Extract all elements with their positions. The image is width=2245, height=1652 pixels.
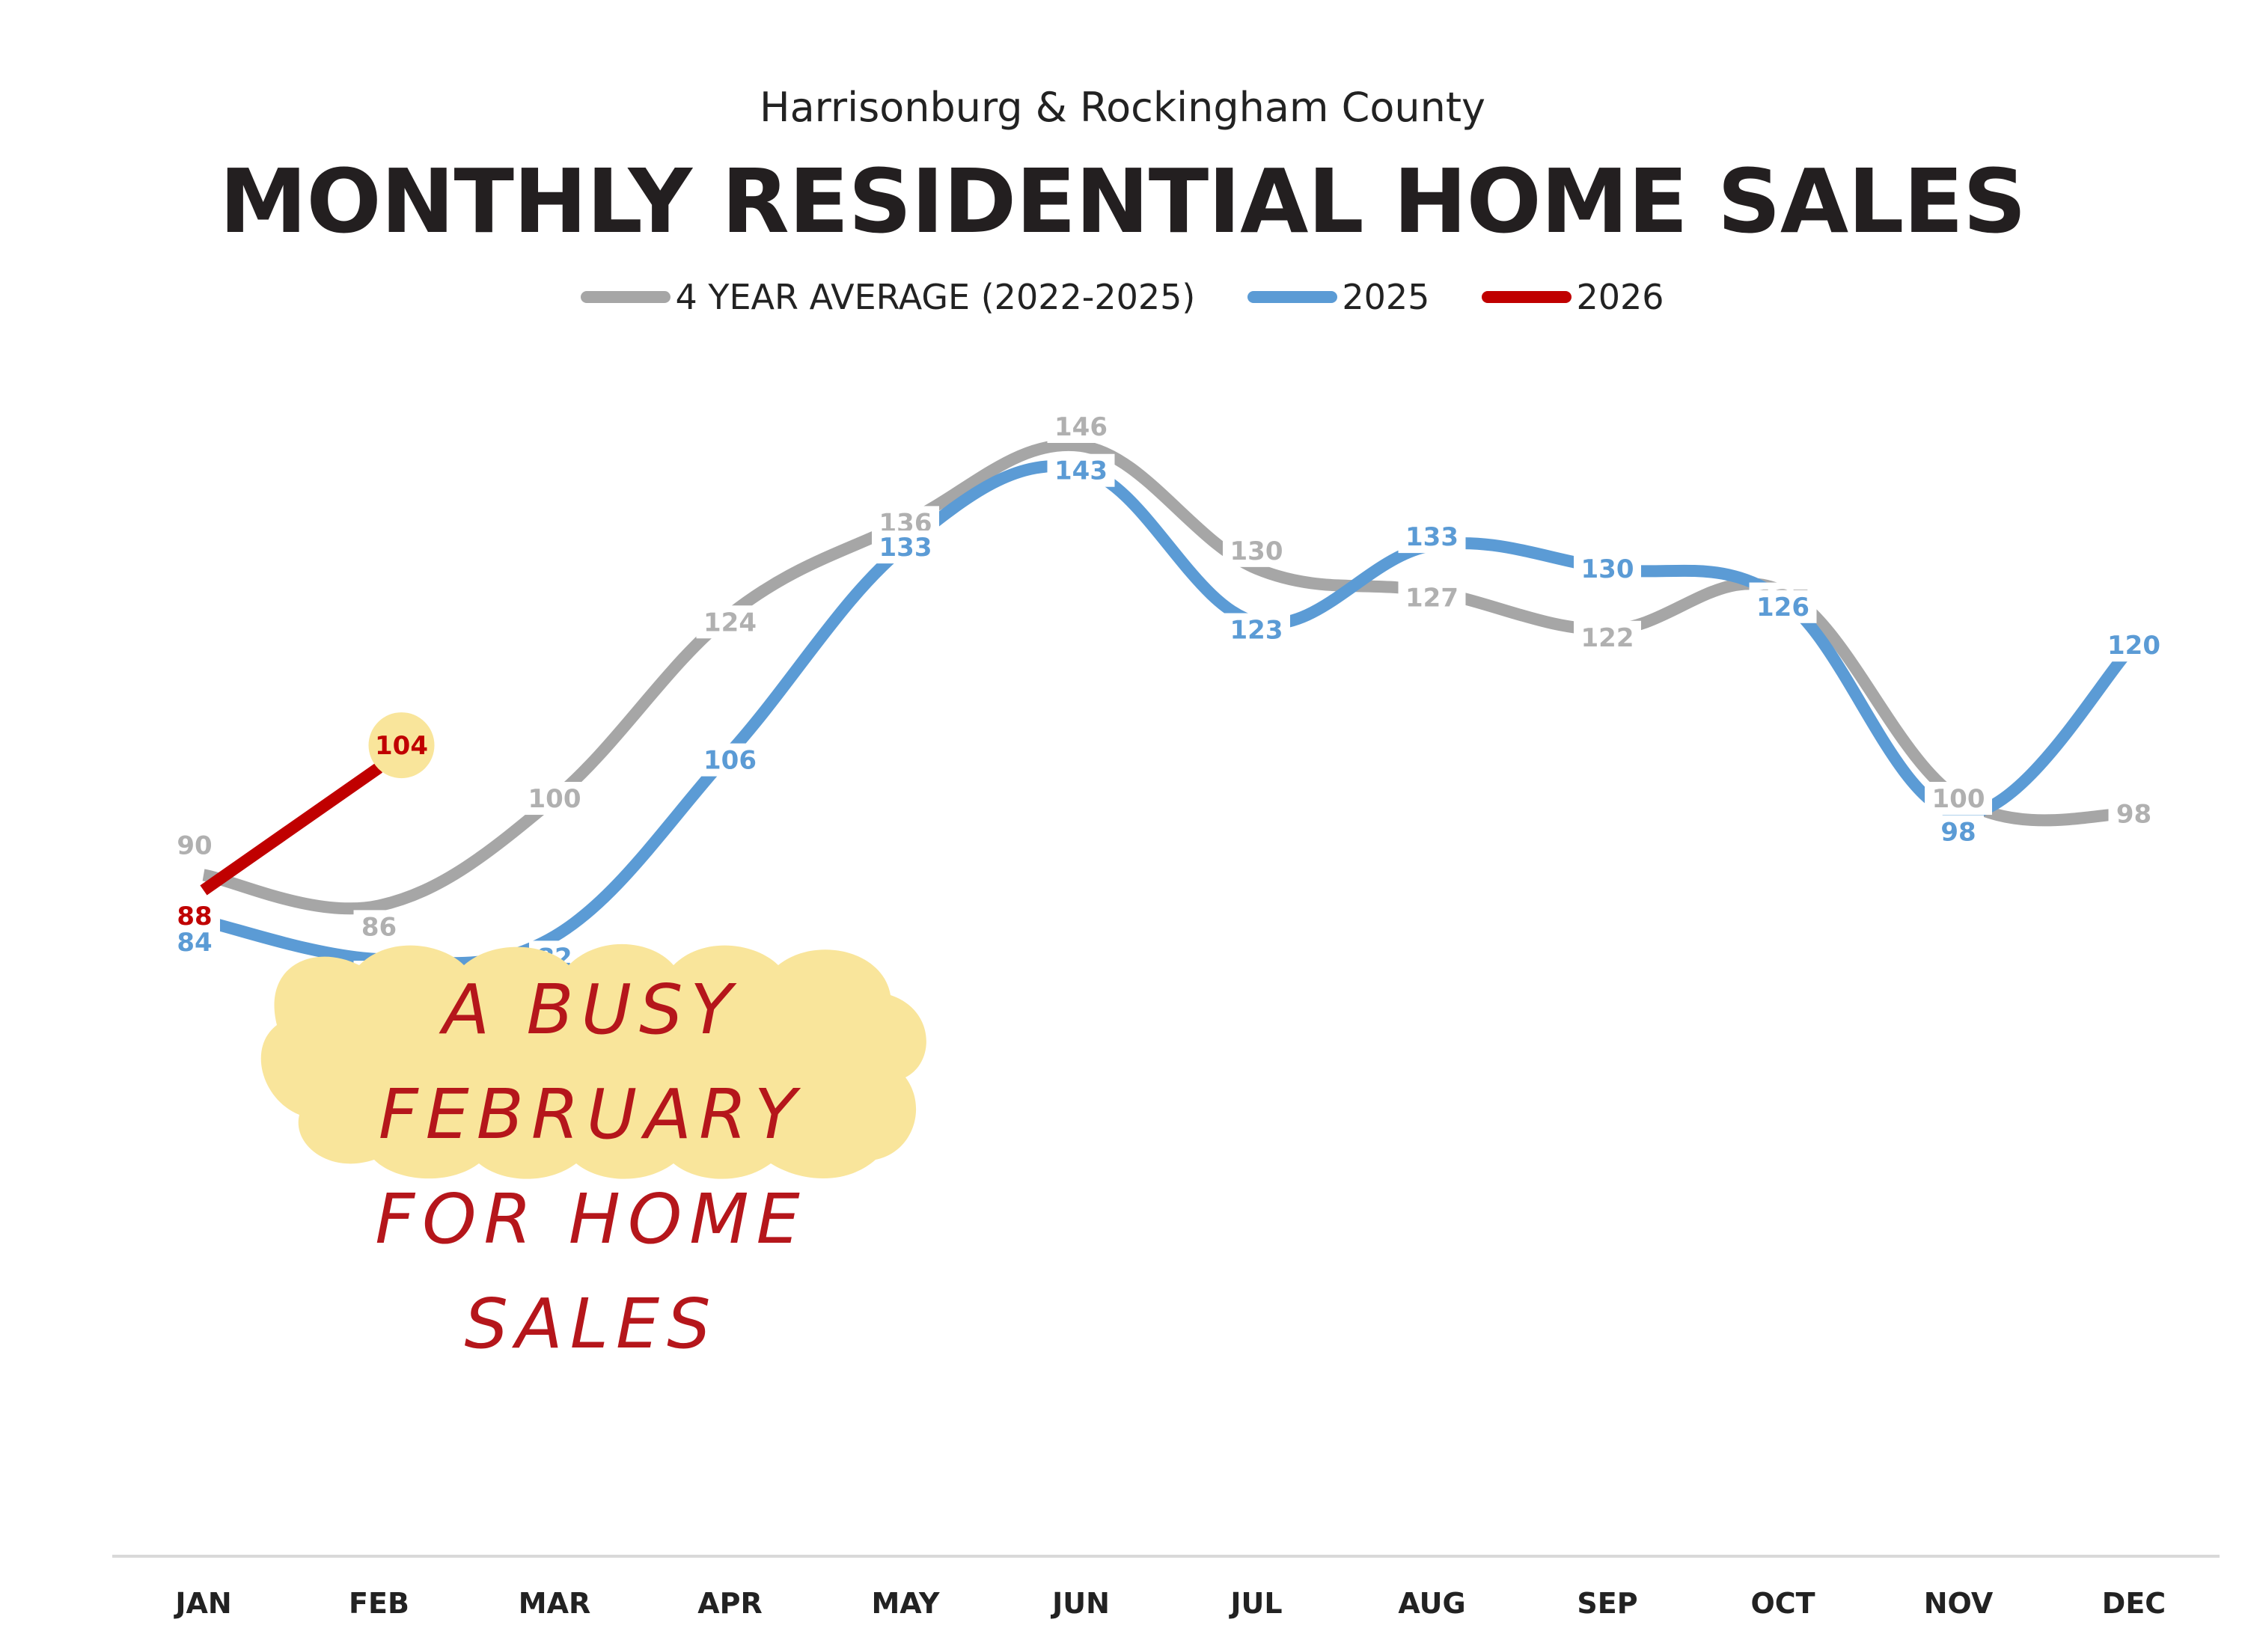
data-label: 143 — [1054, 456, 1108, 486]
annotation-line-2: FOR HOME SALES — [375, 1179, 807, 1364]
legend-item-average: 4 YEAR AVERAGE (2022-2025) — [581, 277, 1195, 317]
data-label: 146 — [1054, 412, 1108, 442]
data-label: 88 — [177, 902, 212, 931]
data-label-bg — [1574, 551, 1641, 585]
data-label-bg — [2100, 628, 2168, 662]
data-label-bg — [1925, 782, 1992, 816]
data-label-bg — [2108, 797, 2160, 830]
data-label-bg — [169, 899, 220, 932]
legend-swatch-average — [581, 291, 671, 303]
annotation-text: A BUSY FEBRUARY FOR HOME SALES — [247, 958, 935, 1377]
chart-legend: 4 YEAR AVERAGE (2022-2025) 2025 2026 — [0, 277, 2245, 317]
data-label-bg — [1047, 453, 1115, 487]
x-axis-label-aug: AUG — [1398, 1587, 1465, 1620]
data-label-bg — [696, 743, 764, 777]
annotation-callout: A BUSY FEBRUARY FOR HOME SALES — [247, 935, 935, 1364]
data-label: 98 — [1940, 818, 1976, 848]
data-label-bg — [1223, 613, 1290, 646]
data-label-bg — [353, 910, 405, 943]
x-axis-label-apr: APR — [697, 1587, 763, 1620]
data-label: 84 — [177, 928, 212, 958]
legend-item-2026: 2026 — [1482, 277, 1664, 317]
data-label-bg — [872, 530, 939, 564]
series-line-2026 — [200, 762, 383, 896]
series-layer — [200, 438, 2139, 970]
data-label: 106 — [703, 746, 757, 776]
legend-label-2025: 2025 — [1342, 277, 1430, 317]
data-label: 100 — [528, 784, 581, 814]
x-axis-label-oct: OCT — [1750, 1587, 1815, 1620]
x-axis-label-may: MAY — [871, 1587, 940, 1620]
data-label-bg — [521, 782, 588, 816]
data-label: 133 — [879, 533, 932, 563]
legend-swatch-2026 — [1482, 291, 1572, 303]
data-label-bg — [169, 828, 220, 862]
legend-label-2026: 2026 — [1576, 277, 1664, 317]
x-axis-label-jul: JUL — [1228, 1587, 1282, 1620]
x-axis-label-feb: FEB — [349, 1587, 409, 1620]
series-line-2025 — [202, 460, 2139, 970]
data-label: 126 — [1756, 593, 1809, 622]
data-label: 130 — [1230, 536, 1283, 566]
data-label: 123 — [1230, 616, 1283, 646]
data-label: 133 — [1405, 522, 1459, 552]
data-label: 120 — [2107, 631, 2160, 661]
data-label: 124 — [703, 608, 757, 637]
x-axis-label-mar: MAR — [519, 1587, 590, 1620]
data-labels: 9086100124136146130127122127100988479821… — [169, 410, 2168, 994]
data-label-bg — [1398, 520, 1466, 554]
data-label: 90 — [177, 830, 212, 860]
data-label: 122 — [1581, 623, 1634, 653]
annotation-cloud-shape — [260, 943, 926, 1179]
data-label-bg — [1574, 620, 1641, 654]
chart-title: MONTHLY RESIDENTIAL HOME SALES — [219, 150, 2026, 253]
data-label: 100 — [1932, 784, 1985, 814]
x-axis-label-dec: DEC — [2102, 1587, 2166, 1620]
x-axis-labels: JAN FEB MAR APR MAY JUN JUL AUG SEP OCT NOV DEC — [173, 1587, 2166, 1620]
data-label-bg — [1933, 815, 1984, 848]
data-label: 104 — [375, 731, 428, 761]
x-axis-label-nov: NOV — [1924, 1587, 1994, 1620]
x-axis-label-sep: SEP — [1577, 1587, 1637, 1620]
highlight-layer — [368, 712, 435, 779]
data-label-bg — [696, 605, 764, 639]
legend-label-average: 4 YEAR AVERAGE (2022-2025) — [675, 277, 1196, 317]
data-label: 127 — [1405, 584, 1459, 614]
legend-item-2025: 2025 — [1247, 277, 1429, 317]
x-axis-label-jan: JAN — [173, 1587, 231, 1620]
data-label: 130 — [1581, 554, 1634, 584]
data-label-bg — [1749, 590, 1817, 623]
data-label-bg — [1047, 410, 1115, 443]
annotation-line-1: A BUSY FEBRUARY — [378, 970, 804, 1154]
data-label: 98 — [2116, 800, 2151, 830]
highlight-circle — [368, 712, 435, 779]
x-axis-label-jun: JUN — [1050, 1587, 1110, 1620]
data-label: 86 — [361, 912, 397, 942]
data-label-bg — [1398, 581, 1466, 614]
legend-swatch-2025 — [1247, 291, 1338, 303]
data-label-bg — [1223, 533, 1290, 567]
chart-subtitle: Harrisonburg & Rockingham County — [759, 84, 1486, 131]
